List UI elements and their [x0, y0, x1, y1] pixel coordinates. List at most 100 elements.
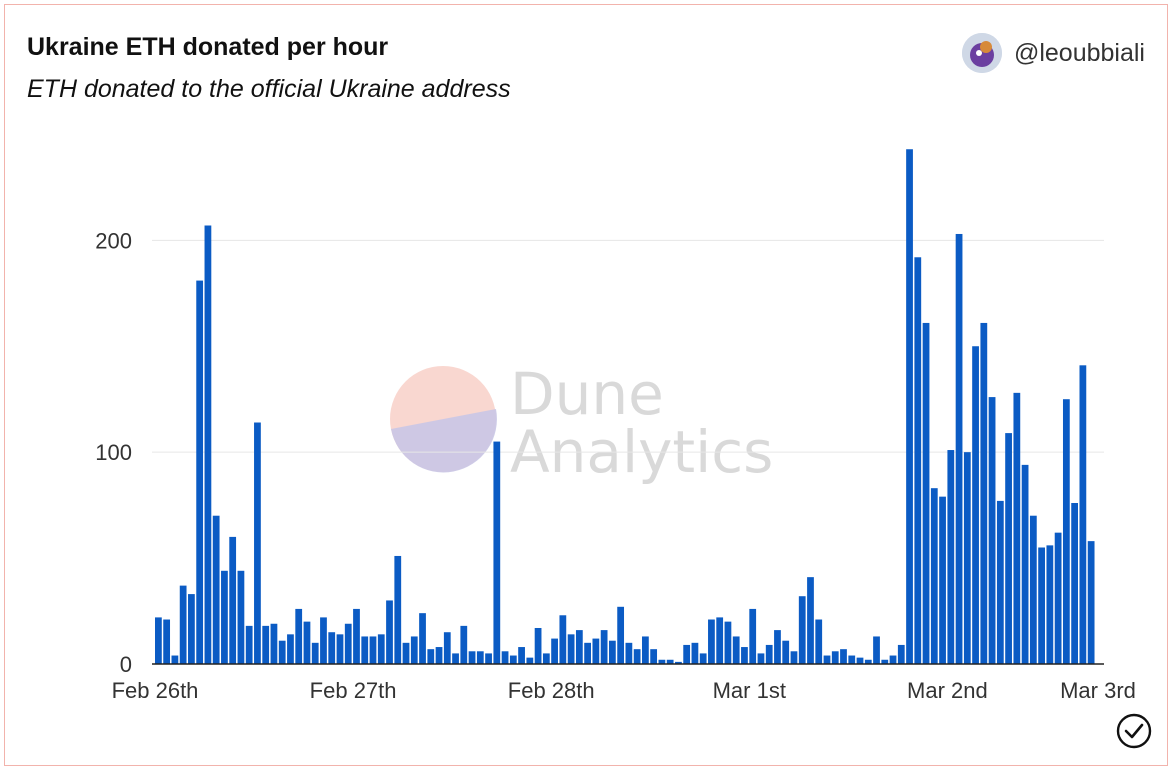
bar[interactable] — [955, 233, 963, 664]
bar[interactable] — [369, 636, 377, 664]
bar[interactable] — [617, 606, 625, 664]
bar[interactable] — [1005, 433, 1012, 664]
bar[interactable] — [757, 653, 765, 664]
bar[interactable] — [1013, 392, 1021, 664]
bar[interactable] — [278, 640, 286, 664]
bar[interactable] — [196, 280, 204, 664]
bar[interactable] — [245, 625, 253, 664]
bar[interactable] — [848, 655, 856, 664]
bar[interactable] — [1046, 545, 1054, 664]
bar[interactable] — [534, 627, 542, 664]
bar[interactable] — [204, 225, 212, 665]
author-badge[interactable]: @leoubbiali — [961, 33, 1145, 73]
bar[interactable] — [790, 651, 798, 664]
bar[interactable] — [402, 642, 410, 664]
bar[interactable] — [881, 659, 889, 664]
bar[interactable] — [394, 555, 402, 664]
bar[interactable] — [765, 644, 773, 664]
bar[interactable] — [864, 659, 872, 664]
bar[interactable] — [889, 655, 897, 664]
bar[interactable] — [691, 642, 699, 664]
bar[interactable] — [856, 657, 864, 664]
bar[interactable] — [303, 621, 311, 664]
bar[interactable] — [427, 649, 435, 664]
bar[interactable] — [930, 488, 938, 664]
bar[interactable] — [262, 625, 270, 664]
bar[interactable] — [336, 634, 344, 664]
bar[interactable] — [972, 346, 979, 664]
bar[interactable] — [642, 636, 649, 664]
bar[interactable] — [410, 636, 418, 664]
bar[interactable] — [1054, 532, 1062, 664]
bar[interactable] — [633, 649, 641, 664]
bar[interactable] — [996, 500, 1004, 664]
bar[interactable] — [625, 642, 633, 664]
bar[interactable] — [476, 651, 484, 664]
bar[interactable] — [1021, 464, 1029, 664]
bar[interactable] — [344, 623, 352, 664]
bar[interactable] — [831, 651, 839, 664]
bar[interactable] — [1071, 503, 1079, 664]
bar[interactable] — [939, 496, 946, 664]
bar[interactable] — [501, 651, 509, 664]
bar[interactable] — [988, 397, 996, 664]
bar[interactable] — [716, 617, 724, 664]
bar[interactable] — [518, 647, 525, 664]
check-icon[interactable] — [1116, 713, 1152, 754]
bar[interactable] — [443, 632, 451, 664]
bar[interactable] — [608, 640, 616, 664]
bar[interactable] — [798, 596, 806, 664]
bar[interactable] — [509, 655, 517, 664]
bar[interactable] — [188, 594, 195, 664]
bar[interactable] — [1029, 515, 1037, 664]
bar[interactable] — [897, 644, 905, 664]
bar[interactable] — [666, 659, 674, 664]
bar[interactable] — [229, 536, 237, 664]
bar[interactable] — [386, 600, 393, 664]
bar[interactable] — [179, 585, 187, 664]
bar[interactable] — [452, 653, 459, 664]
bar[interactable] — [1079, 365, 1087, 664]
bar[interactable] — [311, 642, 319, 664]
bar[interactable] — [724, 621, 732, 664]
bar[interactable] — [155, 617, 162, 664]
bar[interactable] — [584, 642, 591, 664]
bar[interactable] — [683, 644, 691, 664]
bar[interactable] — [353, 608, 360, 664]
bar[interactable] — [171, 655, 179, 664]
bar[interactable] — [782, 640, 790, 664]
bar[interactable] — [485, 653, 492, 664]
bar[interactable] — [815, 619, 823, 664]
bar[interactable] — [774, 630, 781, 664]
bar[interactable] — [592, 638, 600, 664]
bar[interactable] — [675, 661, 682, 664]
bar[interactable] — [699, 653, 707, 664]
author-name[interactable]: @leoubbiali — [1013, 38, 1145, 67]
bar[interactable] — [542, 653, 550, 664]
bar[interactable] — [650, 649, 658, 664]
bar[interactable] — [328, 632, 336, 664]
bar[interactable] — [840, 649, 847, 664]
bar[interactable] — [1038, 547, 1045, 664]
bar[interactable] — [600, 630, 608, 664]
bar[interactable] — [551, 638, 558, 664]
bar[interactable] — [658, 659, 666, 664]
bar[interactable] — [559, 615, 567, 664]
bar[interactable] — [922, 322, 930, 664]
bar[interactable] — [823, 655, 831, 664]
bar[interactable] — [163, 619, 171, 664]
bar[interactable] — [287, 634, 294, 664]
bar[interactable] — [320, 617, 327, 664]
bar[interactable] — [212, 515, 220, 664]
bar[interactable] — [295, 608, 303, 664]
bar[interactable] — [361, 636, 369, 664]
bar[interactable] — [460, 625, 468, 664]
bar[interactable] — [708, 619, 715, 664]
bar[interactable] — [807, 577, 814, 664]
bar[interactable] — [567, 634, 575, 664]
bar[interactable] — [732, 636, 740, 664]
bar[interactable] — [749, 608, 757, 664]
bar[interactable] — [963, 452, 971, 664]
bar[interactable] — [526, 657, 534, 664]
bar[interactable] — [254, 422, 261, 664]
